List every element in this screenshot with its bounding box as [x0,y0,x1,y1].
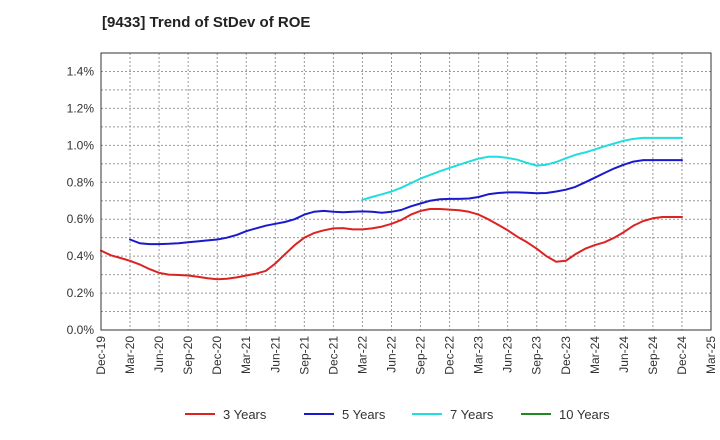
y-tick-label: 0.4% [67,249,95,263]
y-tick-label: 0.2% [67,286,95,300]
x-tick-label: Mar-22 [355,336,369,374]
x-tick-label: Jun-21 [268,336,282,373]
x-tick-label: Mar-20 [123,336,137,374]
x-tick-label: Dec-21 [326,336,340,375]
y-tick-label: 0.8% [67,175,95,189]
grid-layer [100,53,712,330]
legend-label: 3 Years [223,407,267,422]
legend-label: 7 Years [450,407,494,422]
series-line-1 [100,208,683,281]
x-tick-label: Sep-21 [297,336,311,375]
x-tick-label: Sep-23 [530,336,544,375]
x-tick-label: Jun-20 [152,336,166,373]
y-tick-label: 1.2% [67,101,95,115]
x-tick-label: Sep-22 [414,336,428,375]
plot-frame [100,52,712,331]
series-line-3 [361,136,683,201]
x-tick-label: Mar-23 [472,336,486,374]
legend-layer: 3 Years 5 Years 7 Years 10 Years [185,407,610,422]
x-tick-label: Mar-24 [588,336,602,374]
plot-area [101,53,711,330]
series-line-2 [129,159,683,246]
y-tick-label: 0.6% [67,212,95,226]
axis-layer: 0.0% 0.2% 0.4% 0.6% 0.8% 1.0% 1.2% 1.4% Dec-19 Ma… [67,52,718,375]
x-tick-label: Dec-19 [94,336,108,375]
y-tick-label: 0.0% [67,323,95,337]
x-tick-label: Sep-24 [646,336,660,375]
chart-title: [9433] Trend of StDev of ROE [102,14,311,31]
y-tick-label: 1.0% [67,138,95,152]
y-tick-label: 1.4% [67,64,95,78]
x-tick-label: Jun-22 [384,336,398,373]
x-tick-label: Mar-21 [239,336,253,374]
series-layer [100,136,683,281]
x-tick-label: Mar-25 [704,336,718,374]
x-tick-label: Jun-23 [501,336,515,373]
x-tick-label: Dec-22 [443,336,457,375]
legend-label: 10 Years [559,407,610,422]
x-tick-label: Dec-24 [675,336,689,375]
x-tick-label: Dec-20 [210,336,224,375]
x-tick-label: Dec-23 [559,336,573,375]
legend-label: 5 Years [342,407,386,422]
x-tick-label: Jun-24 [617,336,631,373]
x-tick-label: Sep-20 [181,336,195,375]
